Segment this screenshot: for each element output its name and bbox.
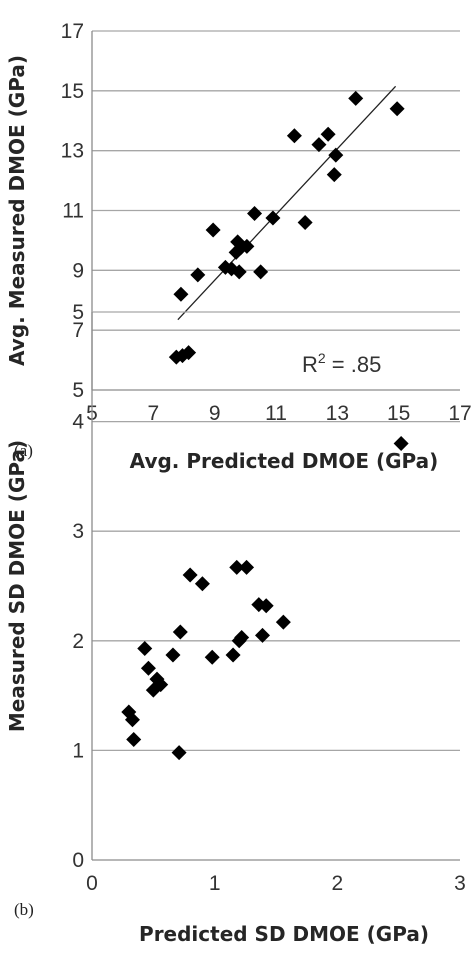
y-tick-label: 7	[72, 319, 84, 342]
data-point	[172, 624, 188, 640]
data-point	[255, 627, 271, 643]
y-tick-label: 4	[72, 411, 84, 434]
y-axis-title: Avg. Measured DMOE (GPa)	[5, 55, 29, 366]
data-point	[311, 137, 327, 153]
y-tick-label: 11	[62, 200, 84, 223]
y-tick-label: 9	[72, 259, 84, 282]
data-point	[126, 731, 142, 747]
data-point	[171, 745, 187, 761]
x-tick-label: 3	[454, 872, 466, 895]
data-point	[275, 614, 291, 630]
x-tick-label: 2	[331, 872, 343, 895]
data-point	[194, 576, 210, 592]
data-point	[320, 126, 336, 142]
data-point	[165, 647, 181, 663]
y-tick-label: 5	[72, 301, 84, 324]
data-point	[258, 598, 274, 614]
y-tick-label: 3	[72, 520, 84, 543]
data-point	[205, 222, 221, 238]
x-tick-label: 7	[147, 402, 159, 425]
data-point	[229, 559, 245, 575]
data-point	[389, 101, 405, 117]
data-point	[247, 205, 263, 221]
y-tick-label: 5	[72, 379, 84, 402]
y-tick-label: 15	[61, 80, 84, 103]
y-tick-label: 0	[72, 849, 84, 872]
trendline	[177, 85, 397, 321]
data-point	[190, 267, 206, 283]
y-tick-label: 2	[72, 630, 84, 653]
x-tick-label: 13	[326, 402, 349, 425]
data-point	[153, 677, 169, 693]
x-tick-label: 17	[448, 402, 471, 425]
data-point	[265, 210, 281, 226]
y-tick-label: 17	[61, 20, 84, 43]
data-point	[239, 238, 255, 254]
data-point	[140, 660, 156, 676]
data-point	[173, 286, 189, 302]
data-point	[348, 90, 364, 106]
data-point	[181, 345, 197, 361]
data-point	[137, 640, 153, 656]
y-tick-label: 13	[61, 140, 84, 163]
x-tick-label: 11	[265, 402, 287, 425]
scatter-panel-b: 0 1 2 3 4 5 0 1 2 3 Predicted SD DMOE (GPa) Measure…	[5, 301, 466, 946]
y-tick-label: 1	[72, 739, 84, 762]
x-tick-label: 0	[86, 872, 98, 895]
data-point	[326, 167, 342, 183]
data-point	[328, 147, 344, 163]
data-point	[225, 647, 241, 663]
data-point	[124, 712, 140, 728]
data-point	[231, 264, 247, 280]
data-point	[204, 649, 220, 665]
y-axis-title: Measured SD DMOE (GPa)	[5, 440, 29, 732]
data-point	[286, 128, 302, 144]
panel-label: (a)	[14, 441, 33, 460]
data-point	[297, 214, 313, 230]
panel-label: (b)	[14, 900, 34, 919]
data-point	[239, 559, 255, 575]
x-tick-label: 15	[387, 402, 410, 425]
data-point	[393, 436, 409, 452]
x-tick-label: 1	[209, 872, 221, 895]
data-point	[234, 630, 250, 646]
x-axis-title: Predicted SD DMOE (GPa)	[139, 922, 429, 946]
data-point	[253, 264, 269, 280]
r-squared-annotation: R2 = .85	[302, 350, 381, 377]
data-point	[182, 567, 198, 583]
x-axis-title: Avg. Predicted DMOE (GPa)	[130, 449, 439, 473]
x-tick-label: 9	[209, 402, 221, 425]
